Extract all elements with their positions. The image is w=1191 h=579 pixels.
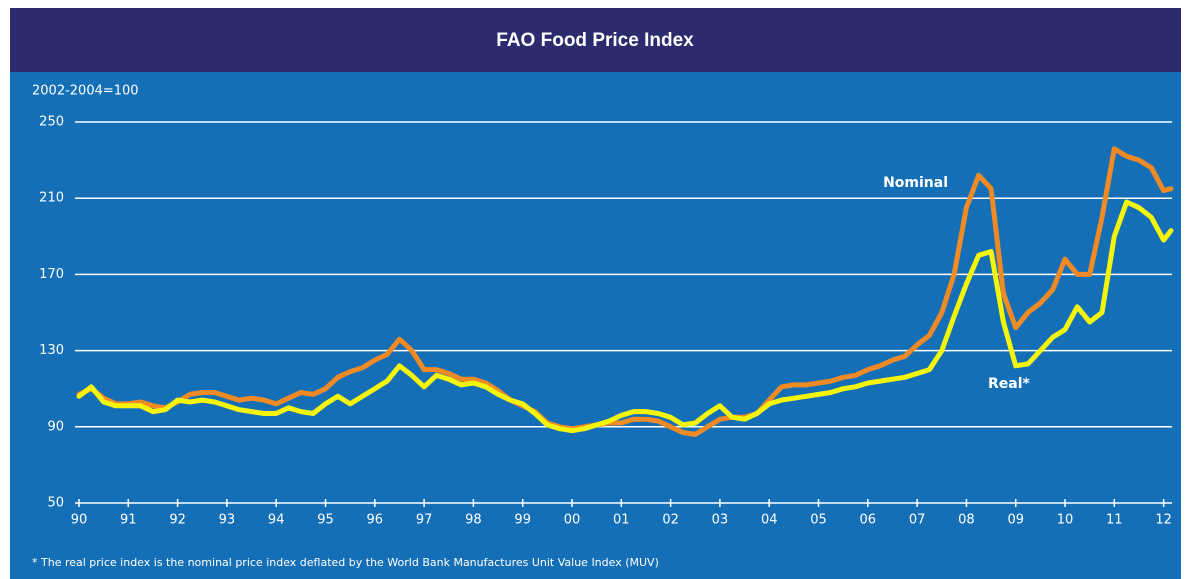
x-tick-label: 00 bbox=[564, 513, 581, 528]
x-tick-label: 99 bbox=[514, 513, 531, 528]
x-tick-label: 95 bbox=[317, 513, 334, 528]
x-tick-label: 97 bbox=[416, 513, 433, 528]
x-tick-label: 11 bbox=[1106, 513, 1123, 528]
footnote: * The real price index is the nominal pr… bbox=[32, 556, 659, 569]
x-tick-label: 12 bbox=[1155, 513, 1172, 528]
x-tick-label: 09 bbox=[1007, 513, 1024, 528]
chart-background bbox=[10, 8, 1181, 579]
data-line bbox=[76, 199, 1174, 434]
x-tick-label: 98 bbox=[465, 513, 482, 528]
x-tick-label: 96 bbox=[367, 513, 384, 528]
y-tick-label: 130 bbox=[39, 343, 64, 358]
x-tick-label: 04 bbox=[761, 513, 778, 528]
x-tick-label: 01 bbox=[613, 513, 630, 528]
x-tick-label: 93 bbox=[219, 513, 236, 528]
chart-title: FAO Food Price Index bbox=[496, 30, 694, 51]
x-tick-label: 91 bbox=[120, 513, 137, 528]
x-tick-label: 07 bbox=[909, 513, 926, 528]
series-label: Nominal bbox=[883, 175, 948, 191]
unit-label: 2002-2004=100 bbox=[32, 84, 139, 99]
series-label: Real* bbox=[988, 376, 1031, 392]
x-tick-label: 08 bbox=[958, 513, 975, 528]
y-tick-label: 50 bbox=[47, 496, 64, 511]
x-tick-label: 02 bbox=[662, 513, 679, 528]
x-tick-label: 06 bbox=[860, 513, 877, 528]
x-tick-label: 05 bbox=[810, 513, 827, 528]
y-tick-label: 250 bbox=[39, 115, 64, 130]
x-tick-label: 94 bbox=[268, 513, 285, 528]
x-tick-label: 03 bbox=[712, 513, 729, 528]
y-tick-label: 170 bbox=[39, 267, 64, 282]
y-tick-label: 90 bbox=[47, 419, 64, 434]
title-bar bbox=[10, 8, 1181, 72]
x-tick-label: 10 bbox=[1057, 513, 1074, 528]
data-line bbox=[76, 146, 1174, 437]
x-tick-label: 92 bbox=[169, 513, 186, 528]
x-tick-label: 90 bbox=[71, 513, 88, 528]
y-tick-label: 210 bbox=[39, 191, 64, 206]
